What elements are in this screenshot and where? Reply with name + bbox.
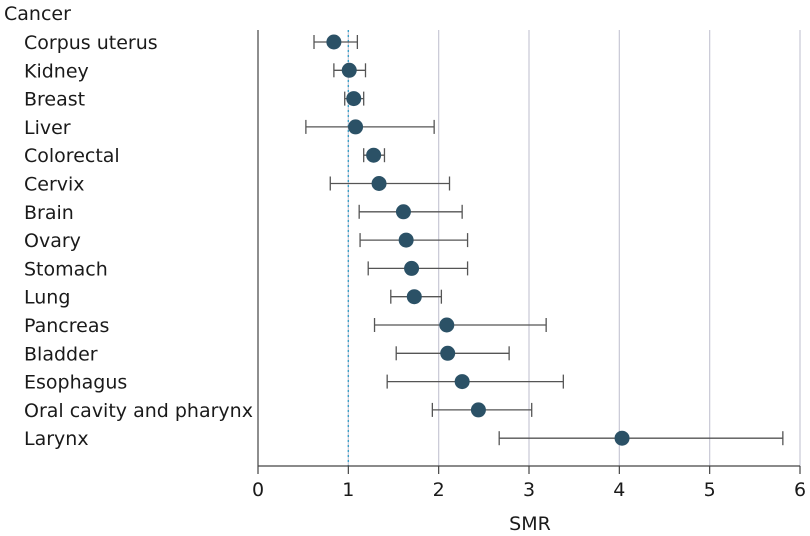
forest-row: Corpus uterus — [24, 32, 359, 54]
category-label: Corpus uterus — [24, 32, 158, 54]
x-tick-label: 4 — [613, 479, 625, 501]
point-estimate — [406, 289, 422, 305]
forest-row: Lung — [24, 287, 443, 309]
rows-layer: Corpus uterus Kidney Breast Liver Colorectal… — [24, 32, 784, 450]
forest-row: Bladder — [24, 343, 510, 365]
category-label: Larynx — [24, 428, 89, 450]
x-tick-label: 6 — [794, 479, 806, 501]
x-tick-label: 3 — [523, 479, 535, 501]
category-label: Pancreas — [24, 315, 109, 337]
category-label: Esophagus — [24, 372, 127, 394]
point-estimate — [398, 232, 414, 248]
x-tick-label: 0 — [252, 479, 264, 501]
category-label: Oral cavity and pharynx — [24, 400, 253, 422]
forest-row: Cervix — [24, 174, 451, 196]
category-label: Stomach — [24, 258, 108, 280]
point-estimate — [371, 176, 387, 191]
category-label: Kidney — [24, 60, 89, 82]
point-estimate — [341, 62, 357, 78]
point-estimate — [470, 402, 486, 418]
point-estimate — [346, 91, 362, 107]
x-axis: 0 1 2 3 4 5 6 — [252, 30, 806, 501]
category-label: Colorectal — [24, 145, 120, 167]
point-estimate — [440, 345, 456, 361]
forest-row: Liver — [24, 117, 435, 139]
x-tick-label: 5 — [704, 479, 716, 501]
point-estimate — [326, 34, 342, 50]
grid-layer — [347, 30, 801, 466]
forest-row: Breast — [24, 89, 365, 111]
forest-row: Kidney — [24, 60, 367, 82]
forest-row: Stomach — [24, 258, 469, 280]
category-label: Breast — [24, 89, 85, 111]
x-tick-label: 2 — [433, 479, 445, 501]
forest-row: Esophagus — [24, 372, 564, 394]
forest-row: Larynx — [24, 428, 784, 450]
point-estimate — [395, 204, 411, 220]
forest-row: Brain — [24, 202, 463, 224]
forest-row: Oral cavity and pharynx — [24, 400, 533, 422]
forest-row: Ovary — [24, 230, 469, 252]
point-estimate — [614, 430, 630, 446]
point-estimate — [454, 374, 470, 390]
category-label: Brain — [24, 202, 74, 224]
x-axis-title: SMR — [509, 513, 551, 535]
category-label: Liver — [24, 117, 71, 139]
forest-row: Colorectal — [24, 145, 386, 167]
category-label: Ovary — [24, 230, 81, 252]
category-label: Bladder — [24, 343, 98, 365]
forest-row: Pancreas — [24, 315, 547, 337]
point-estimate — [348, 119, 364, 135]
category-label: Lung — [24, 287, 70, 309]
category-label: Cervix — [24, 174, 85, 196]
category-header: Cancer — [4, 3, 71, 25]
point-estimate — [404, 260, 420, 276]
point-estimate — [439, 317, 455, 333]
point-estimate — [366, 147, 382, 163]
x-tick-label: 1 — [342, 479, 354, 501]
